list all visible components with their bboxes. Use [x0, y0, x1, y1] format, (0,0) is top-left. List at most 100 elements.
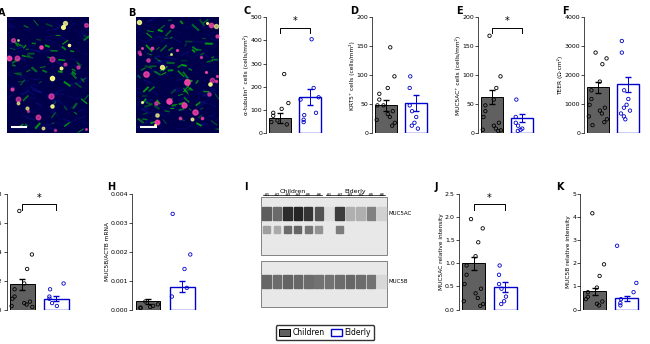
- Point: [311, 110, 321, 116]
- Point: [619, 87, 629, 93]
- Y-axis label: MUC5AC⁺ cells (cells/mm²): MUC5AC⁺ cells (cells/mm²): [455, 35, 461, 115]
- Point: [404, 85, 415, 91]
- Point: [484, 33, 495, 39]
- Bar: [617, 85, 639, 133]
- Point: [594, 273, 604, 279]
- Point: [499, 299, 510, 304]
- Point: [489, 123, 499, 128]
- Point: [500, 294, 511, 299]
- Point: [45, 287, 55, 292]
- Point: [372, 117, 382, 123]
- Point: [276, 106, 287, 111]
- Text: #5: #5: [368, 193, 374, 197]
- Bar: [587, 87, 609, 133]
- Y-axis label: TEER (Ω·cm²): TEER (Ω·cm²): [557, 56, 563, 95]
- Text: I: I: [244, 182, 248, 192]
- Y-axis label: MUC5AC relative intensity: MUC5AC relative intensity: [439, 213, 443, 290]
- Point: [135, 305, 146, 310]
- Point: [145, 304, 155, 310]
- Legend: Children, Elderly: Children, Elderly: [276, 325, 374, 340]
- Point: [494, 281, 504, 287]
- Bar: [274, 226, 280, 233]
- Point: [623, 96, 634, 102]
- Point: [592, 301, 602, 307]
- Point: [592, 285, 602, 290]
- Bar: [583, 291, 606, 310]
- Point: [19, 300, 29, 306]
- Text: *: *: [487, 193, 492, 203]
- Point: [407, 108, 417, 114]
- Text: B: B: [128, 8, 135, 18]
- Point: [590, 50, 601, 55]
- Point: [494, 120, 504, 126]
- Bar: [299, 97, 320, 133]
- Point: [466, 216, 476, 222]
- Bar: [346, 207, 354, 220]
- Text: F: F: [562, 6, 569, 15]
- Point: [268, 113, 278, 119]
- Point: [597, 62, 608, 67]
- Point: [595, 108, 605, 114]
- Bar: [315, 207, 323, 220]
- Bar: [494, 287, 517, 310]
- Point: [383, 111, 393, 117]
- Bar: [367, 275, 375, 288]
- Point: [619, 114, 629, 119]
- Point: [7, 296, 18, 301]
- Point: [374, 91, 385, 97]
- Text: #3: #3: [284, 193, 291, 197]
- Point: [266, 119, 277, 125]
- Point: [387, 123, 397, 128]
- Point: [44, 294, 55, 299]
- Point: [478, 301, 488, 307]
- Point: [489, 97, 499, 102]
- Bar: [336, 226, 343, 233]
- Text: K: K: [556, 182, 564, 192]
- Y-axis label: α-tubulin⁺ cells (cells/mm²): α-tubulin⁺ cells (cells/mm²): [243, 35, 249, 115]
- Point: [298, 117, 309, 122]
- Text: #1: #1: [263, 193, 270, 197]
- Point: [629, 289, 639, 295]
- Bar: [356, 207, 365, 220]
- Point: [480, 103, 491, 108]
- Point: [615, 300, 625, 306]
- Point: [306, 36, 317, 42]
- Text: #4: #4: [294, 193, 301, 197]
- Point: [383, 85, 393, 91]
- Point: [597, 111, 607, 116]
- Point: [295, 97, 306, 102]
- Text: MUC5AC: MUC5AC: [389, 211, 412, 216]
- Point: [495, 263, 505, 268]
- Bar: [304, 207, 313, 220]
- Point: [497, 286, 507, 291]
- Point: [299, 112, 309, 118]
- Bar: [263, 207, 270, 220]
- Point: [616, 297, 626, 302]
- Y-axis label: MUC5B/ACTB mRNA: MUC5B/ACTB mRNA: [104, 222, 109, 281]
- Text: *: *: [37, 193, 42, 203]
- Point: [511, 120, 521, 126]
- Point: [582, 289, 593, 295]
- Text: Elderly: Elderly: [344, 189, 367, 194]
- Point: [595, 79, 605, 84]
- Point: [385, 114, 395, 120]
- Text: *: *: [504, 17, 509, 26]
- Bar: [263, 226, 270, 233]
- Bar: [261, 197, 387, 255]
- Point: [168, 211, 178, 217]
- Point: [410, 120, 420, 126]
- Point: [27, 304, 38, 310]
- Point: [513, 128, 523, 134]
- Point: [6, 303, 17, 309]
- Point: [281, 122, 292, 127]
- Bar: [511, 118, 533, 133]
- Point: [140, 299, 151, 304]
- Text: J: J: [435, 182, 439, 192]
- Point: [462, 263, 472, 268]
- Bar: [305, 226, 311, 233]
- Point: [496, 301, 506, 307]
- Bar: [615, 299, 638, 310]
- Text: E: E: [456, 6, 463, 15]
- Y-axis label: MUC5B relative intensity: MUC5B relative intensity: [566, 215, 571, 288]
- Point: [594, 303, 604, 308]
